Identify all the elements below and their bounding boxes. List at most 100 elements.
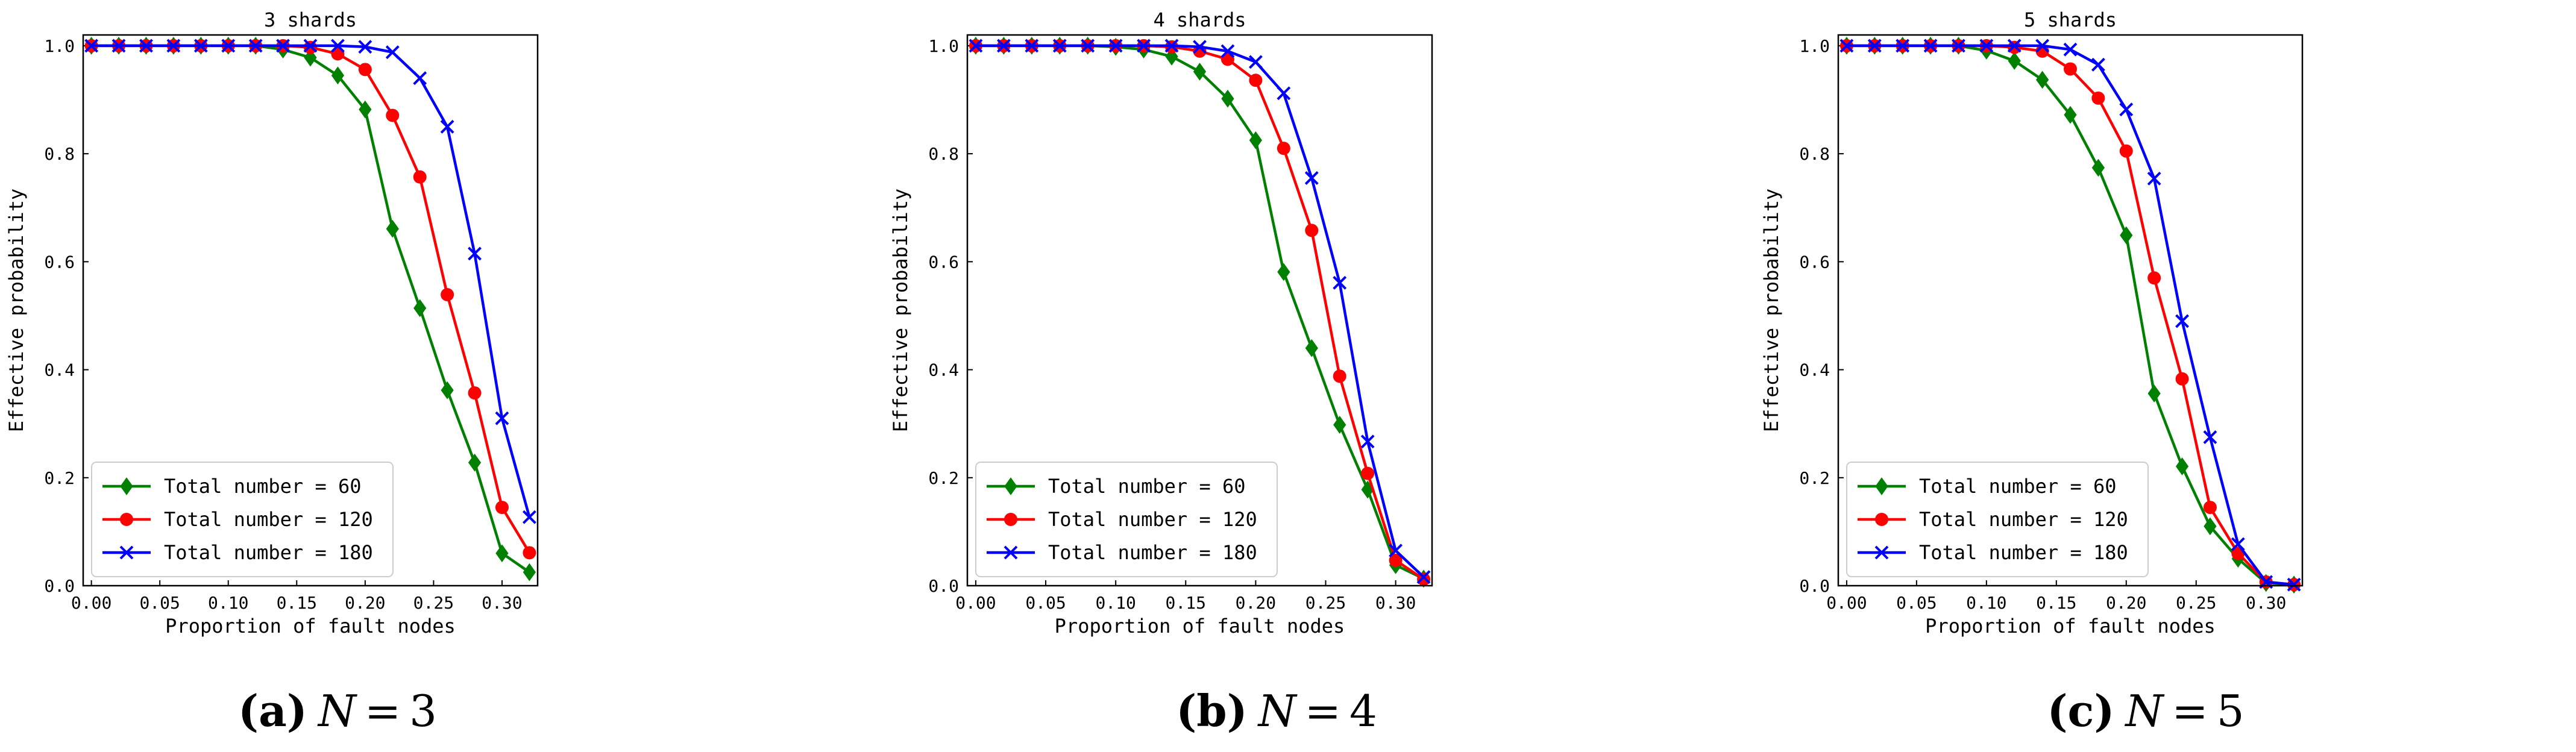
- data-point-x: [119, 545, 134, 560]
- data-point-diamond: [2008, 52, 2021, 70]
- legend-label: Total number = 180: [164, 541, 373, 564]
- y-tick-label: 1.0: [928, 36, 959, 56]
- data-point-diamond: [331, 66, 345, 85]
- data-point-x: [2091, 57, 2105, 72]
- x-tick-label: 0.05: [1025, 593, 1066, 613]
- series-line: [91, 44, 531, 518]
- data-point-diamond: [386, 219, 399, 238]
- data-point-x: [331, 39, 345, 53]
- data-point-x: [1137, 39, 1151, 53]
- data-point-diamond: [495, 544, 509, 563]
- data-point-circle: [2203, 501, 2217, 515]
- y-tick-label: 0.6: [1799, 252, 1830, 272]
- data-point-x: [2063, 42, 2078, 57]
- data-point-circle: [386, 108, 400, 122]
- data-point-circle: [413, 170, 427, 184]
- y-tick-label: 0.2: [1799, 468, 1830, 488]
- data-point-circle: [1277, 142, 1290, 155]
- data-point-circle: [1004, 513, 1017, 526]
- data-point-circle: [2119, 144, 2133, 158]
- data-point-diamond: [1333, 416, 1346, 434]
- x-tick-label: 0.25: [413, 593, 454, 613]
- data-point-diamond: [413, 299, 427, 318]
- series-3: [969, 39, 1431, 584]
- data-point-x: [468, 246, 482, 261]
- x-axis-label: Proportion of fault nodes: [1925, 615, 2216, 638]
- chart-panel-3: 5 shards 0.00 0.05 0.10 0.15 0.20 0.25 0.30 0.0 0…: [1760, 8, 2304, 638]
- data-point-x: [1193, 40, 1207, 54]
- legend-label: Total number = 60: [1919, 475, 2117, 498]
- y-tick-label: 0.8: [928, 144, 959, 164]
- chart-title: 5 shards: [2024, 8, 2117, 31]
- legend: Total number = 60 Total number = 120 Total…: [975, 462, 1278, 577]
- y-tick-label: 0.4: [928, 360, 959, 380]
- data-point-x: [139, 39, 153, 53]
- legend-label: Total number = 60: [1048, 475, 1246, 498]
- caption-letter: (c): [2047, 685, 2114, 736]
- data-point-x: [303, 39, 318, 53]
- legend-label: Total number = 180: [1919, 541, 2128, 564]
- y-tick-label: 0.4: [44, 360, 75, 380]
- x-tick-label: 0.30: [482, 593, 522, 613]
- data-point-x: [1979, 39, 1994, 53]
- data-point-x: [358, 40, 372, 54]
- y-tick-label: 0.6: [928, 252, 959, 272]
- caption-variable: N: [2124, 686, 2165, 736]
- chart-panel-1: 3 shards 0.00 0.05 0.10 0.15 0.20 0.25 0.30 0.0 0…: [5, 8, 539, 638]
- y-tick-label: 0.0: [1799, 576, 1830, 596]
- legend-label: Total number = 120: [164, 508, 373, 531]
- data-point-x: [221, 39, 236, 53]
- data-point-diamond: [2147, 384, 2161, 403]
- data-point-circle: [468, 386, 482, 400]
- legend-label: Total number = 60: [164, 475, 362, 498]
- data-point-x: [1867, 39, 1882, 53]
- legend-label: Total number = 180: [1048, 541, 1257, 564]
- data-point-x: [1896, 39, 1910, 53]
- y-tick-label: 0.4: [1799, 360, 1830, 380]
- x-tick-label: 0.20: [1236, 593, 1276, 613]
- data-point-x: [969, 39, 983, 53]
- data-point-circle: [2091, 91, 2105, 105]
- plot-frame: [82, 34, 539, 587]
- series-3: [84, 39, 536, 524]
- data-point-x: [1839, 39, 1854, 53]
- data-point-x: [1220, 44, 1235, 58]
- subfigure-caption: (a) N = 3: [238, 685, 437, 736]
- caption-value: 3: [409, 686, 437, 736]
- data-point-x: [440, 119, 454, 134]
- y-axis-label: Effective probability: [889, 189, 912, 433]
- data-point-circle: [2175, 372, 2189, 386]
- legend-box: [1846, 462, 2149, 577]
- data-point-x: [2007, 39, 2022, 53]
- data-point-x: [2287, 577, 2301, 592]
- data-point-circle: [2064, 62, 2077, 76]
- data-point-circle: [1249, 74, 1263, 87]
- data-point-x: [385, 45, 400, 60]
- x-tick-label: 0.00: [71, 593, 112, 613]
- caption-equals: =: [2172, 686, 2208, 736]
- data-point-x: [1416, 570, 1431, 584]
- legend: Total number = 60 Total number = 120 Total…: [1846, 462, 2149, 577]
- chart-title: 4 shards: [1153, 8, 1246, 31]
- x-tick-label: 0.25: [1305, 593, 1346, 613]
- data-point-diamond: [120, 477, 133, 495]
- data-point-diamond: [2175, 457, 2189, 475]
- data-point-circle: [1305, 224, 1319, 237]
- y-tick-label: 1.0: [1799, 36, 1830, 56]
- data-point-diamond: [1004, 477, 1017, 495]
- data-point-diamond: [468, 453, 482, 472]
- data-point-diamond: [359, 100, 372, 119]
- x-tick-label: 0.05: [1896, 593, 1937, 613]
- x-tick-label: 0.00: [1826, 593, 1867, 613]
- data-point-x: [2231, 537, 2245, 551]
- x-tick-label: 0.30: [2246, 593, 2286, 613]
- x-tick-label: 0.00: [955, 593, 996, 613]
- data-point-circle: [1361, 466, 1375, 480]
- data-point-x: [1304, 171, 1319, 185]
- data-point-x: [1874, 545, 1889, 560]
- data-point-circle: [1389, 553, 1403, 567]
- y-tick-label: 0.8: [1799, 144, 1830, 164]
- chart-title: 3 shards: [264, 8, 357, 31]
- x-tick-label: 0.05: [139, 593, 180, 613]
